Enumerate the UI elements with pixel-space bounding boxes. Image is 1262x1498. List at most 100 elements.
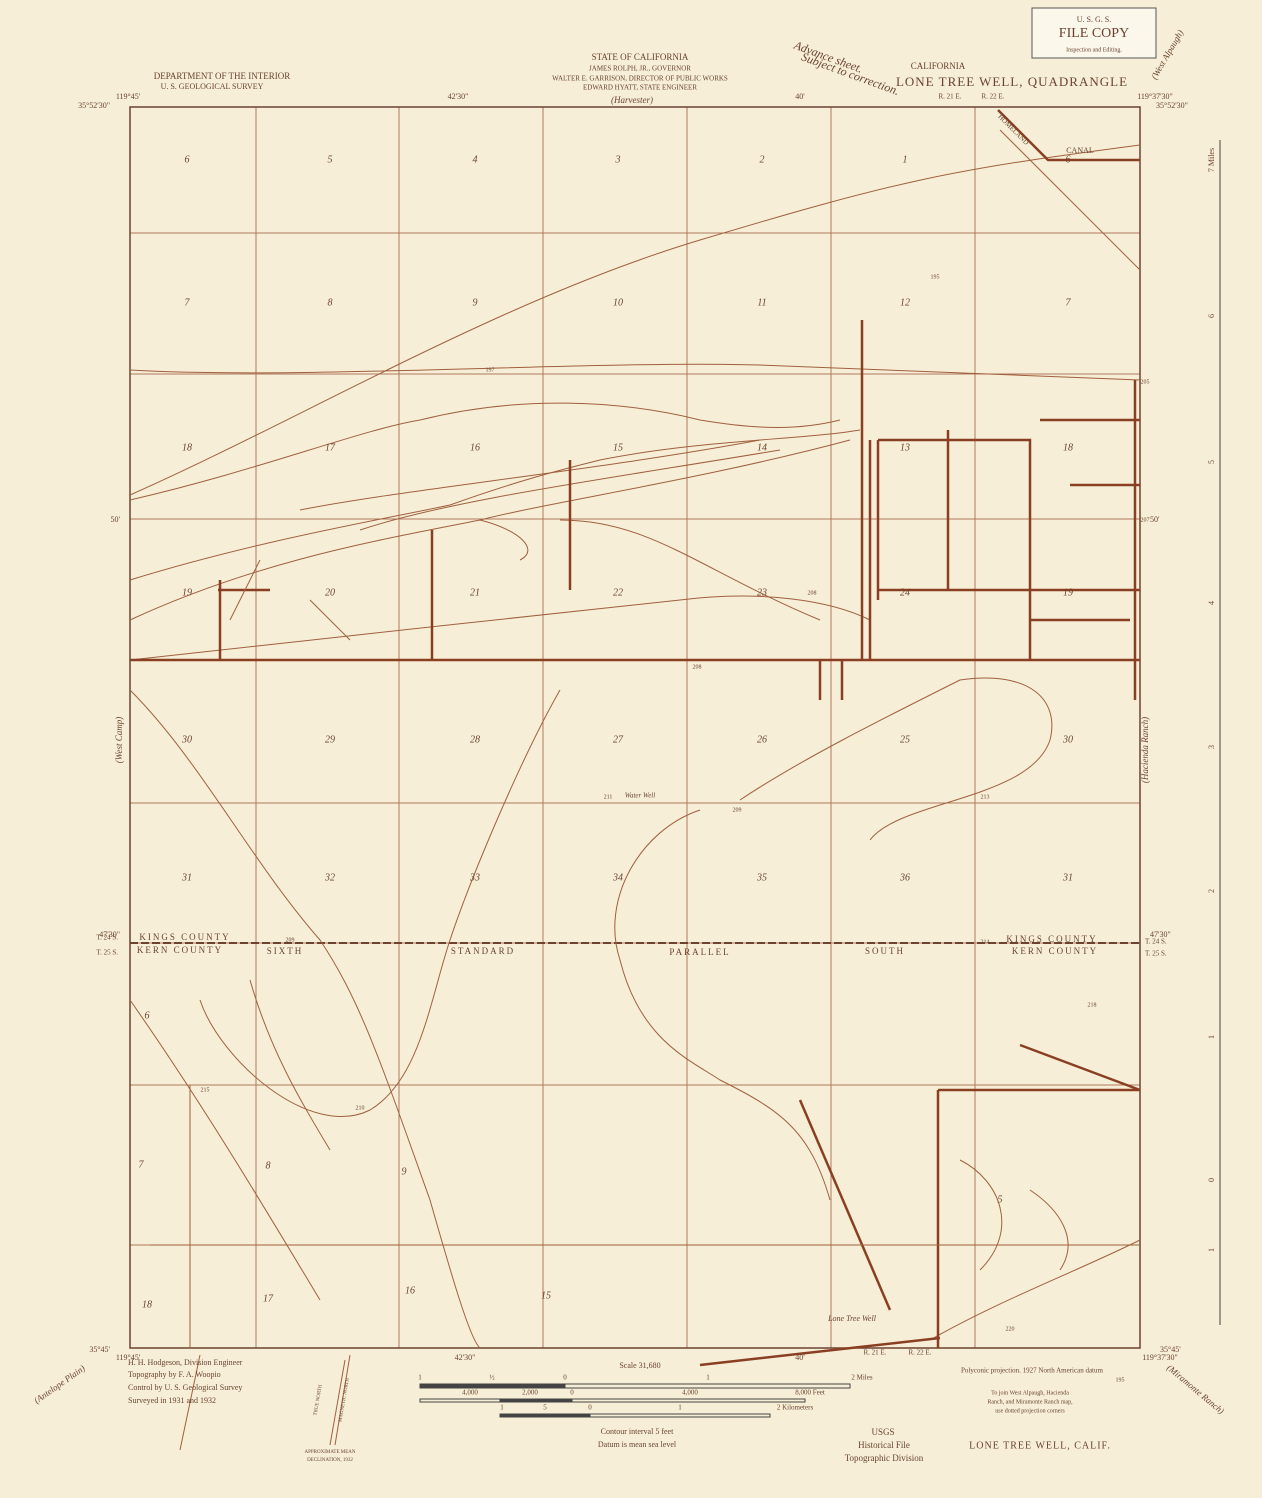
section-number: 21 [470,587,480,598]
survey: U. S. GEOLOGICAL SURVEY [161,82,264,91]
spot-elevation: 207 [1141,517,1150,523]
scale-label: 0 [563,1374,567,1382]
section-number: 26 [757,734,767,745]
section-number: 3 [615,154,621,165]
archive-stamp: Historical File [858,1440,910,1450]
section-number: 8 [266,1160,271,1171]
sheet-name: LONE TREE WELL, CALIF. [969,1440,1111,1451]
spot-elevation: 213 [981,794,990,800]
coordinate-label: 42'30" [448,92,469,101]
coordinate-label: 50' [111,515,121,524]
coordinate-label: 47'30" [99,930,120,939]
section-number: 5 [998,1194,1003,1205]
section-number: 15 [541,1290,551,1301]
township-label: T. 24 S. [1145,938,1167,946]
section-number: 28 [470,734,480,745]
feature-label: KINGS COUNTY [1006,934,1097,944]
section-number: 16 [405,1285,415,1296]
section-number: 15 [613,442,623,453]
section-number: 20 [325,587,335,598]
section-number: 2 [760,154,765,165]
spot-elevation: 210 [356,1105,365,1111]
section-number: 9 [402,1166,407,1177]
side-scale-label: 1 [1207,1248,1216,1252]
scale-ratio: Scale 31,680 [619,1361,660,1370]
stamp-text: U. S. G. S. [1077,15,1111,24]
state-credit: EDWARD HYATT, STATE ENGINEER [583,84,697,92]
section-number: 19 [182,587,192,598]
credit: Surveyed in 1931 and 1932 [128,1396,216,1405]
scale-label: 1 [706,1374,710,1382]
stamp-box [1031,7,1157,59]
section-number: 30 [1062,734,1073,745]
section-number: 22 [613,587,623,598]
section-number: 12 [900,297,910,308]
coordinate-label: 35°52'30" [78,101,110,110]
section-number: 36 [899,872,910,883]
coordinate-label: 50' [1150,515,1160,524]
spot-elevation: 214 [981,939,990,945]
feature-label: PARALLEL [669,947,730,957]
scale-label: 2,000 [522,1389,538,1397]
section-number: 23 [757,587,767,598]
section-number: 11 [757,297,766,308]
section-number: 7 [185,297,191,308]
feature-label: KERN COUNTY [137,945,223,955]
archive-stamp: Topographic Division [845,1453,924,1463]
join-note: Ranch, and Miramonte Ranch map, [987,1399,1073,1405]
side-scale-label: 6 [1207,314,1216,318]
scale-label: 0 [588,1404,592,1412]
spot-elevation: 195 [1116,1377,1125,1383]
archive-stamp: USGS [871,1427,894,1437]
section-number: 19 [1063,587,1073,598]
section-number: 6 [145,1010,150,1021]
state-credit: JAMES ROLPH, JR., GOVERNOR [589,65,691,73]
feature-label: SOUTH [865,946,905,956]
projection-note: Polyconic projection. 1927 North America… [961,1367,1103,1375]
coordinate-label: 35°45' [1160,1345,1181,1354]
feature-label: STANDARD [451,946,515,956]
section-number: 5 [328,154,333,165]
coordinate-label: 40' [795,1353,805,1362]
scale-label: 4,000 [462,1389,478,1397]
township-label: R. 22 E. [909,1349,932,1357]
coordinate-label: 47'30" [1150,930,1171,939]
township-label: T. 24 S. [96,934,118,942]
scale-label: 0 [570,1389,574,1397]
feature-label: SIXTH [267,946,304,956]
side-scale-label: 1 [1207,1035,1216,1039]
state-credit: STATE OF CALIFORNIA [592,52,689,62]
spot-elevation: 197 [486,367,495,373]
spot-elevation: 208 [693,664,702,670]
section-number: 10 [613,297,623,308]
township-label: T. 25 S. [1145,950,1167,958]
side-scale-label: 2 [1207,889,1216,893]
scale-label: 8,000 Feet [795,1389,825,1397]
section-number: 18 [142,1299,152,1310]
spot-elevation: 195 [931,274,940,280]
state: CALIFORNIA [911,61,966,71]
join-note: use dotted projection corners [995,1408,1065,1414]
spot-elevation: 205 [1141,379,1150,385]
feature-label: CANAL [1066,146,1094,155]
state-credit: WALTER E. GARRISON, DIRECTOR OF PUBLIC W… [552,75,728,83]
section-number: 32 [324,872,335,883]
section-number: 18 [182,442,192,453]
spot-elevation: 209 [733,807,742,813]
section-number: 8 [328,297,333,308]
credit: Control by U. S. Geological Survey [128,1383,242,1392]
roads-canals [130,109,1141,1451]
spot-elevation: 209 [286,937,295,943]
section-number: 16 [470,442,480,453]
township-label: R. 21 E. [939,93,962,101]
section-number: 9 [473,297,478,308]
section-number: 29 [325,734,335,745]
feature-label: KINGS COUNTY [139,932,230,942]
grid [129,106,1141,1349]
stamp-title: FILE COPY [1059,26,1129,41]
coordinate-label: 42'30" [455,1353,476,1362]
coordinate-label: 35°52'30" [1156,101,1188,110]
scale-label: 1 [678,1404,682,1412]
section-number: 27 [613,734,624,745]
